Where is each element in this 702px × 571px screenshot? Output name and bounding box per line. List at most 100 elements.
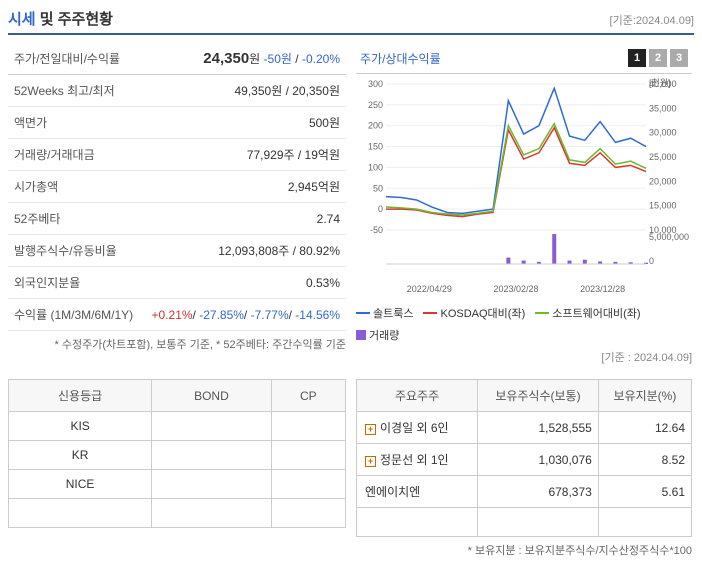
- price-main: 24,350: [203, 50, 249, 67]
- credit-cell: KR: [9, 441, 152, 470]
- credit-cell: [152, 441, 271, 470]
- ret-3m: -27.85%: [199, 308, 244, 322]
- chart-tabs: 1 2 3: [628, 49, 688, 67]
- row-value: 49,350원 / 20,350원: [142, 75, 346, 107]
- svg-text:-50: -50: [370, 225, 383, 235]
- row-value: 500원: [142, 107, 346, 139]
- credit-cell: [152, 499, 271, 528]
- shareholder-shares: 1,528,555: [478, 412, 599, 444]
- ref-date: [기준:2024.04.09]: [610, 12, 694, 28]
- price-value-cell: 24,350원 -50원 / -0.20%: [142, 43, 346, 75]
- credit-cell: [271, 499, 345, 528]
- row-value: 2.74: [142, 203, 346, 235]
- footnote-1: * 수정주가(차트포함), 보통주 기준, * 52주베타: 주간수익률 기준: [8, 331, 346, 357]
- svg-text:100: 100: [368, 162, 383, 172]
- svg-text:20,000: 20,000: [649, 176, 677, 186]
- price-table: 주가/전일대비/수익률 24,350원 -50원 / -0.20% 52Week…: [8, 43, 346, 331]
- legend-swatch: [356, 312, 370, 314]
- legend-label: 솔트룩스: [373, 305, 413, 321]
- shareholder-shares: 678,373: [478, 476, 599, 508]
- shareholder-pct: 5.61: [598, 476, 691, 508]
- chart-date: [기준 : 2024.04.09]: [356, 347, 692, 367]
- row-value: 2,945억원: [142, 171, 346, 203]
- credit-cell: KIS: [9, 412, 152, 441]
- legend-swatch: [535, 312, 549, 314]
- price-change: -50원: [264, 52, 292, 66]
- row-label: 거래량/거래대금: [8, 139, 142, 171]
- share-header: 보유지분(%): [598, 380, 691, 412]
- expand-icon[interactable]: +: [365, 424, 376, 435]
- share-cell: [357, 508, 478, 537]
- credit-cell: [152, 470, 271, 499]
- ret-1m: +0.21%: [152, 308, 193, 322]
- svg-text:[천원]: [천원]: [649, 78, 671, 88]
- svg-text:2023/02/28: 2023/02/28: [493, 284, 538, 294]
- price-unit: 원: [249, 52, 260, 66]
- share-cell: [598, 508, 691, 537]
- shareholder-name: 엔에이치엔: [357, 476, 478, 508]
- svg-text:200: 200: [368, 121, 383, 131]
- credit-cell: [9, 499, 152, 528]
- shareholders-table: 주요주주보유주식수(보통)보유지분(%) +이경일 외 6인1,528,5551…: [356, 379, 692, 537]
- credit-cell: [271, 470, 345, 499]
- tab-3[interactable]: 3: [670, 49, 688, 67]
- legend-item: KOSDAQ대비(좌): [423, 305, 525, 321]
- credit-cell: NICE: [9, 470, 152, 499]
- row-value: 0.53%: [142, 267, 346, 299]
- ret-1y: -14.56%: [295, 308, 340, 322]
- credit-table: 신용등급BONDCP KISKRNICE: [8, 379, 346, 528]
- shareholder-shares: 1,030,076: [478, 444, 599, 476]
- row-label: 외국인지분율: [8, 267, 142, 299]
- svg-text:15,000: 15,000: [649, 201, 677, 211]
- shareholder-pct: 12.64: [598, 412, 691, 444]
- svg-text:50: 50: [373, 183, 383, 193]
- row-label: 52주베타: [8, 203, 142, 235]
- svg-text:2022/04/29: 2022/04/29: [407, 284, 452, 294]
- footnote-2: * 보유지분 : 보유지분주식수/지수산정주식수*100: [356, 537, 692, 563]
- tab-2[interactable]: 2: [649, 49, 667, 67]
- expand-icon[interactable]: +: [365, 456, 376, 467]
- svg-text:25,000: 25,000: [649, 152, 677, 162]
- credit-cell: [271, 412, 345, 441]
- price-label: 주가/전일대비/수익률: [8, 43, 142, 75]
- legend-item: 거래량: [356, 327, 399, 343]
- shareholder-name: +정문선 외 1인: [357, 444, 478, 476]
- chart-legend: 솔트룩스 KOSDAQ대비(좌) 소프트웨어대비(좌) 거래량: [356, 303, 692, 347]
- credit-header: 신용등급: [9, 380, 152, 412]
- row-label: 발행주식수/유동비율: [8, 235, 142, 267]
- svg-text:0: 0: [378, 204, 383, 214]
- credit-header: CP: [271, 380, 345, 412]
- returns-values: +0.21%/ -27.85%/ -7.77%/ -14.56%: [142, 299, 346, 331]
- returns-label: 수익률 (1M/3M/6M/1Y): [8, 299, 142, 331]
- share-cell: [478, 508, 599, 537]
- credit-header: BOND: [152, 380, 271, 412]
- credit-cell: [152, 412, 271, 441]
- svg-text:30,000: 30,000: [649, 128, 677, 138]
- title-rest: 및 주주현황: [36, 11, 113, 28]
- line-chart: 300250200150100500-5040,00035,00030,0002…: [356, 74, 692, 303]
- title-blue: 시세: [8, 11, 36, 28]
- share-header: 주요주주: [357, 380, 478, 412]
- row-label: 52Weeks 최고/최저: [8, 75, 142, 107]
- legend-label: 소프트웨어대비(좌): [552, 305, 640, 321]
- share-header: 보유주식수(보통): [478, 380, 599, 412]
- page-title: 시세 및 주주현황: [8, 8, 113, 29]
- price-pct: -0.20%: [302, 52, 340, 66]
- legend-swatch: [423, 312, 437, 314]
- row-value: 12,093,808주 / 80.92%: [142, 235, 346, 267]
- credit-cell: [271, 441, 345, 470]
- shareholder-name: +이경일 외 6인: [357, 412, 478, 444]
- svg-text:5,000,000: 5,000,000: [649, 232, 689, 242]
- row-label: 시가총액: [8, 171, 142, 203]
- legend-item: 솔트룩스: [356, 305, 413, 321]
- svg-text:150: 150: [368, 142, 383, 152]
- svg-text:2023/12/28: 2023/12/28: [580, 284, 625, 294]
- legend-label: 거래량: [369, 327, 399, 343]
- svg-text:300: 300: [368, 79, 383, 89]
- tab-1[interactable]: 1: [628, 49, 646, 67]
- legend-swatch: [356, 330, 366, 340]
- ret-6m: -7.77%: [251, 308, 289, 322]
- svg-text:250: 250: [368, 100, 383, 110]
- row-value: 77,929주 / 19억원: [142, 139, 346, 171]
- chart-title: 주가/상대수익률: [360, 50, 441, 67]
